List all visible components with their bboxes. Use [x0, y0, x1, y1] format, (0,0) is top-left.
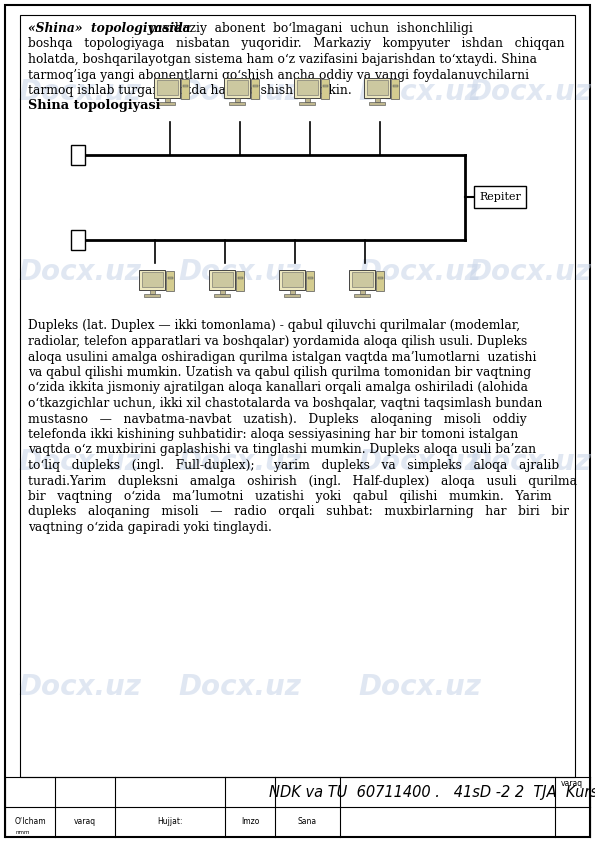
- Text: Imzo: Imzo: [241, 818, 259, 827]
- Text: mustasno   —   navbatma-navbat   uzatish).   Dupleks   aloqaning   misoli   oddi: mustasno — navbatma-navbat uzatish). Dup…: [28, 413, 527, 425]
- Bar: [375, 98, 380, 102]
- Bar: [284, 294, 300, 296]
- Text: O‘lcham: O‘lcham: [14, 818, 46, 827]
- Bar: [392, 78, 399, 99]
- Bar: [290, 290, 295, 294]
- Bar: [367, 80, 388, 95]
- Text: varaq: varaq: [74, 818, 96, 827]
- Bar: [282, 272, 303, 287]
- Bar: [159, 102, 176, 104]
- Text: Repiter: Repiter: [479, 192, 521, 202]
- Bar: [212, 272, 233, 287]
- Text: Docx.uz: Docx.uz: [178, 258, 302, 286]
- Bar: [377, 270, 384, 290]
- Bar: [230, 102, 245, 104]
- Text: radiolar, telefon apparatlari va boshqalar) yordamida aloqa qilish usuli. Duplek: radiolar, telefon apparatlari va boshqal…: [28, 335, 527, 348]
- Bar: [235, 98, 240, 102]
- Text: vaqtda o‘z muxbirini gaplashishi va tinglashi mumkin. Dupleks aloqa usuli ba’zan: vaqtda o‘z muxbirini gaplashishi va ting…: [28, 444, 536, 456]
- Text: Docx.uz: Docx.uz: [359, 673, 481, 701]
- Text: Sana: Sana: [298, 818, 317, 827]
- Text: Dupleks (lat. Duplex — ikki tomonlama) - qabul qiluvchi qurilmalar (modemlar,: Dupleks (lat. Duplex — ikki tomonlama) -…: [28, 319, 520, 333]
- Text: bir   vaqtning   o‘zida   ma’lumotni   uzatishi   yoki   qabul   qilishi   mumki: bir vaqtning o‘zida ma’lumotni uzatishi …: [28, 490, 552, 503]
- Bar: [280, 269, 305, 290]
- Bar: [252, 78, 259, 99]
- Text: Docx.uz: Docx.uz: [18, 258, 142, 286]
- Bar: [71, 145, 85, 164]
- Text: Docx.uz: Docx.uz: [178, 673, 302, 701]
- Text: vaqtning o‘zida gapiradi yoki tinglaydi.: vaqtning o‘zida gapiradi yoki tinglaydi.: [28, 521, 272, 534]
- Bar: [323, 84, 328, 87]
- Text: Docx.uz: Docx.uz: [359, 258, 481, 286]
- Text: o‘zida ikkita jismoniy ajratilgan aloqa kanallari orqali amalga oshiriladi (aloh: o‘zida ikkita jismoniy ajratilgan aloqa …: [28, 381, 528, 395]
- Bar: [308, 276, 313, 279]
- Text: telefonda ikki kishining suhbatidir: aloqa sessiyasining har bir tomoni istalgan: telefonda ikki kishining suhbatidir: alo…: [28, 428, 518, 441]
- Text: to‘liq   dupleks   (ingl.   Full-duplex);     yarim   dupleks   va   simpleks   : to‘liq dupleks (ingl. Full-duplex); yari…: [28, 459, 559, 472]
- Bar: [157, 80, 178, 95]
- Text: aloqa usulini amalga oshiradigan qurilma istalgan vaqtda ma’lumotlarni  uzatishi: aloqa usulini amalga oshiradigan qurilma…: [28, 350, 537, 364]
- Bar: [145, 294, 161, 296]
- Bar: [297, 80, 318, 95]
- Bar: [393, 84, 398, 87]
- Text: Docx.uz: Docx.uz: [469, 448, 591, 476]
- Bar: [181, 78, 189, 99]
- Text: Docx.uz: Docx.uz: [18, 78, 142, 106]
- Text: NDK va TU  60711400 .   41sD -2 2  TJA  Kurs ishi: NDK va TU 60711400 . 41sD -2 2 TJA Kurs …: [268, 785, 595, 800]
- Text: turadi.Yarim   dupleksni   amalga   oshirish   (ingl.   Half-duplex)   aloqa   u: turadi.Yarim dupleksni amalga oshirish (…: [28, 475, 577, 488]
- Bar: [299, 102, 315, 104]
- Bar: [352, 272, 373, 287]
- Bar: [183, 84, 188, 87]
- Bar: [150, 290, 155, 294]
- Bar: [253, 84, 258, 87]
- Text: nmm: nmm: [15, 830, 30, 835]
- Text: Docx.uz: Docx.uz: [18, 673, 142, 701]
- Text: Docx.uz: Docx.uz: [469, 78, 591, 106]
- Bar: [142, 272, 163, 287]
- Text: Docx.uz: Docx.uz: [178, 78, 302, 106]
- Bar: [364, 77, 390, 98]
- Bar: [238, 276, 243, 279]
- Bar: [378, 276, 383, 279]
- Bar: [474, 186, 526, 208]
- Bar: [139, 269, 165, 290]
- Bar: [165, 98, 170, 102]
- Text: holatda, boshqarilayotgan sistema ham o‘z vazifasini bajarishdan to‘xtaydi. Shin: holatda, boshqarilayotgan sistema ham o‘…: [28, 53, 537, 66]
- Text: Docx.uz: Docx.uz: [359, 448, 481, 476]
- Bar: [227, 80, 248, 95]
- Bar: [360, 290, 365, 294]
- Text: Shina topologiyasi: Shina topologiyasi: [28, 99, 161, 113]
- Bar: [295, 77, 320, 98]
- Text: boshqa   topologiyaga   nisbatan   yuqoridir.   Markaziy   kompyuter   ishdan   : boshqa topologiyaga nisbatan yuqoridir. …: [28, 38, 565, 51]
- Bar: [168, 276, 173, 279]
- Bar: [167, 270, 174, 290]
- Text: Docx.uz: Docx.uz: [469, 258, 591, 286]
- Bar: [355, 294, 371, 296]
- Bar: [305, 98, 310, 102]
- Bar: [154, 77, 180, 98]
- Bar: [224, 77, 250, 98]
- Text: tarmoq’iga yangi abonentlarni qo‘shish ancha oddiy va yangi foydalanuvchilarni: tarmoq’iga yangi abonentlarni qo‘shish a…: [28, 68, 529, 82]
- Text: Docx.uz: Docx.uz: [18, 448, 142, 476]
- Bar: [306, 270, 314, 290]
- Text: o‘tkazgichlar uchun, ikki xil chastotalarda va boshqalar, vaqtni taqsimlash bund: o‘tkazgichlar uchun, ikki xil chastotala…: [28, 397, 543, 410]
- Text: dupleks   aloqaning   misoli   —   radio   orqali   suhbat:   muxbirlarning   ha: dupleks aloqaning misoli — radio orqali …: [28, 505, 569, 519]
- Text: Docx.uz: Docx.uz: [359, 78, 481, 106]
- Text: Docx.uz: Docx.uz: [178, 448, 302, 476]
- Bar: [209, 269, 236, 290]
- Bar: [321, 78, 330, 99]
- Text: va qabul qilishi mumkin. Uzatish va qabul qilish qurilma tomonidan bir vaqtning: va qabul qilishi mumkin. Uzatish va qabu…: [28, 366, 531, 379]
- Bar: [214, 294, 230, 296]
- Bar: [71, 230, 85, 249]
- Text: tarmoq ishlab turgan vaqtda ham qo‘shish mumkin.: tarmoq ishlab turgan vaqtda ham qo‘shish…: [28, 84, 352, 97]
- Text: «Shina»  topologiyasida: «Shina» topologiyasida: [28, 22, 191, 35]
- Text: Hujjat:: Hujjat:: [157, 818, 183, 827]
- Bar: [236, 270, 245, 290]
- Bar: [369, 102, 386, 104]
- Text: varaq: varaq: [561, 779, 583, 787]
- Text: markaziy  abonent  bo‘lmagani  uchun  ishonchliligi: markaziy abonent bo‘lmagani uchun ishonc…: [146, 22, 473, 35]
- Bar: [220, 290, 225, 294]
- Bar: [349, 269, 375, 290]
